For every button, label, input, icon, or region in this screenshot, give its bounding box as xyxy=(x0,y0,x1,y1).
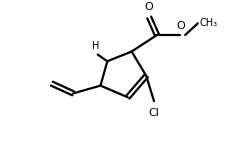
Text: O: O xyxy=(176,21,185,31)
Text: CH₃: CH₃ xyxy=(200,18,218,28)
Text: H: H xyxy=(92,41,99,51)
Text: Cl: Cl xyxy=(149,108,159,118)
Text: O: O xyxy=(145,2,154,12)
